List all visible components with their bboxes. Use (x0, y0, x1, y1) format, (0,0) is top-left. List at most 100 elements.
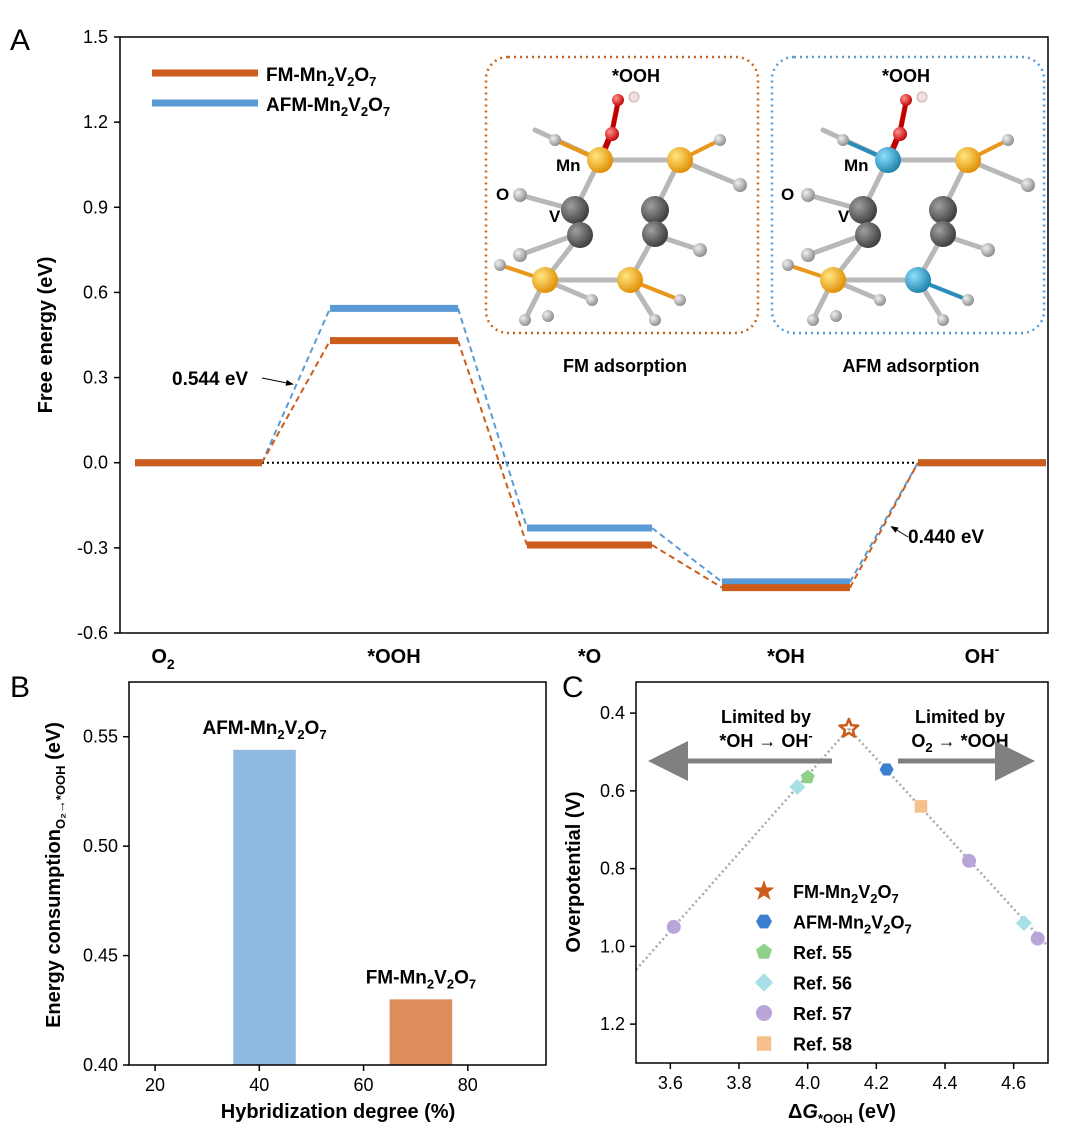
data-point (1030, 931, 1045, 946)
legend-label: Ref. 56 (793, 974, 852, 994)
volcano-trend-line (635, 727, 850, 971)
panel-a-ytick-label: 0.0 (83, 453, 108, 473)
panel-b-xtick-label: 80 (458, 1075, 478, 1095)
legend-marker (756, 914, 772, 929)
inset-fm-o-label: O (496, 185, 509, 204)
right-arrow-line1: Limited by (915, 707, 1005, 727)
panel-b-chart: AFM-Mn2V2O7 FM-Mn2V2O7 20 40 60 80 0.40 0.45 0.… (43, 681, 547, 1123)
panel-a-ytick-label: 1.5 (83, 27, 108, 47)
panel-c-ytick-label: 1.0 (600, 936, 625, 956)
panel-a-ytick-label: 0.6 (83, 282, 108, 302)
inset-fm-structure: *OOH FM adsorption Mn O V (484, 55, 760, 376)
bar (389, 999, 453, 1065)
data-point (800, 769, 815, 784)
inset-afm-title: *OOH (882, 66, 930, 86)
energy-connector (849, 462, 919, 589)
panel-b-xtick-label: 20 (145, 1075, 165, 1095)
energy-connector (651, 527, 723, 583)
annotation-fm-arrow (890, 525, 909, 538)
legend-marker (754, 973, 774, 992)
panel-letter-a: A (10, 24, 30, 57)
panel-b-ytick-label: 0.40 (83, 1055, 118, 1075)
energy-connector (849, 462, 919, 583)
panel-a-ytick-label: 1.2 (83, 112, 108, 132)
panel-a-step-label: *OH (767, 646, 805, 668)
annotation-afm-barrier: 0.544 eV (172, 369, 248, 390)
panel-c-xtick-label: 4.0 (795, 1073, 820, 1093)
inset-afm-structure: *OOH AFM adsorption Mn O V (770, 55, 1046, 376)
panel-b-ytick-label: 0.55 (83, 727, 118, 747)
legend-label: Ref. 55 (793, 943, 852, 963)
legend-marker (756, 1036, 772, 1051)
panel-b-ytick-label: 0.50 (83, 836, 118, 856)
panel-a-ytick-label: 0.9 (83, 197, 108, 217)
legend-label: FM-Mn2V2O7 (793, 882, 899, 906)
panel-a-step-label: *O (578, 646, 601, 668)
panel-c-xtick-label: 4.2 (864, 1073, 889, 1093)
panel-a-step-label: O2 (151, 646, 175, 672)
inset-afm-frame (770, 55, 1046, 335)
data-point (666, 919, 681, 934)
left-arrow-line2: *OH → OH- (719, 728, 812, 751)
panel-a-chart: -0.6 -0.3 0.0 0.3 0.6 0.9 1.2 1.5 O2 *OOH *O *OH OH… (35, 27, 1049, 672)
inset-fm-molecule (494, 91, 747, 326)
panel-a-ytick-label: 0.3 (83, 368, 108, 388)
panel-a-frame (119, 36, 1049, 634)
annotation-fm-barrier: 0.440 eV (908, 527, 984, 548)
inset-afm-caption: AFM adsorption (843, 356, 980, 376)
panel-c-ylabel: Overpotential (V) (563, 791, 585, 952)
panel-c-ytick-label: 0.8 (600, 859, 625, 879)
panel-b-ytick-label: 0.45 (83, 946, 118, 966)
volcano-trend-line (847, 727, 1049, 948)
panel-c-frame (635, 681, 1049, 1064)
panel-c-xtick-label: 3.6 (658, 1073, 683, 1093)
panel-c-ytick-label: 1.2 (600, 1014, 625, 1034)
panel-letter-c: C (562, 671, 584, 704)
panel-a-step-label: OH- (965, 641, 1000, 668)
energy-connector (261, 307, 331, 464)
inset-afm-o-label: O (781, 185, 794, 204)
inset-fm-title: *OOH (612, 66, 660, 86)
bar-label: AFM-Mn2V2O7 (202, 718, 326, 742)
panel-c-ytick-label: 0.6 (600, 781, 625, 801)
panel-c-ytick-label: 0.4 (600, 703, 625, 723)
inset-fm-frame (484, 55, 760, 335)
legend-label: Ref. 58 (793, 1035, 852, 1055)
panel-a-step-label: *OOH (367, 646, 420, 668)
panel-a-ylabel: Free energy (eV) (35, 257, 57, 414)
legend-label-afm: AFM-Mn2V2O7 (266, 95, 390, 119)
panel-letter-b: B (10, 671, 30, 704)
annotation-afm-arrow (261, 377, 294, 386)
data-point (962, 853, 977, 868)
panel-c-xlabel: ΔG*OOH (eV) (788, 1101, 896, 1126)
panel-b-ylabel: Energy consumptionO₂→*OOH (eV) (43, 722, 68, 1028)
panel-c-chart: 3.6 3.8 4.0 4.2 4.4 4.6 0.4 0.6 0.8 1.0 1.2 Overpo… (563, 681, 1049, 1126)
panel-a-ytick-label: -0.3 (77, 538, 108, 558)
inset-fm-mn-label: Mn (556, 156, 581, 175)
data-point (789, 778, 806, 795)
panel-c-xtick-label: 4.4 (932, 1073, 957, 1093)
panel-a-ytick-label: -0.6 (77, 623, 108, 643)
inset-fm-caption: FM adsorption (563, 356, 687, 376)
bar-label: FM-Mn2V2O7 (366, 967, 476, 991)
right-arrow-line2: O2 → *OOH (911, 731, 1008, 755)
panel-a-legend: FM-Mn2V2O7 AFM-Mn2V2O7 (152, 65, 390, 119)
legend-marker (756, 943, 772, 959)
inset-afm-mn-label: Mn (844, 156, 869, 175)
panel-b-xtick-label: 60 (354, 1075, 374, 1095)
panel-c-xtick-label: 3.8 (726, 1073, 751, 1093)
legend-label: Ref. 57 (793, 1004, 852, 1024)
data-point (879, 763, 894, 776)
panel-b-xtick-label: 40 (249, 1075, 269, 1095)
data-point (838, 717, 860, 738)
left-arrow-line1: Limited by (721, 707, 811, 727)
inset-afm-molecule (782, 91, 1035, 326)
legend-label-fm: FM-Mn2V2O7 (266, 65, 376, 89)
data-point (914, 800, 928, 813)
panel-b-xlabel: Hybridization degree (%) (221, 1101, 455, 1123)
legend-label: AFM-Mn2V2O7 (793, 913, 912, 937)
data-point (1015, 915, 1032, 932)
inset-afm-v-label: V (838, 207, 850, 226)
legend-marker (753, 880, 775, 900)
